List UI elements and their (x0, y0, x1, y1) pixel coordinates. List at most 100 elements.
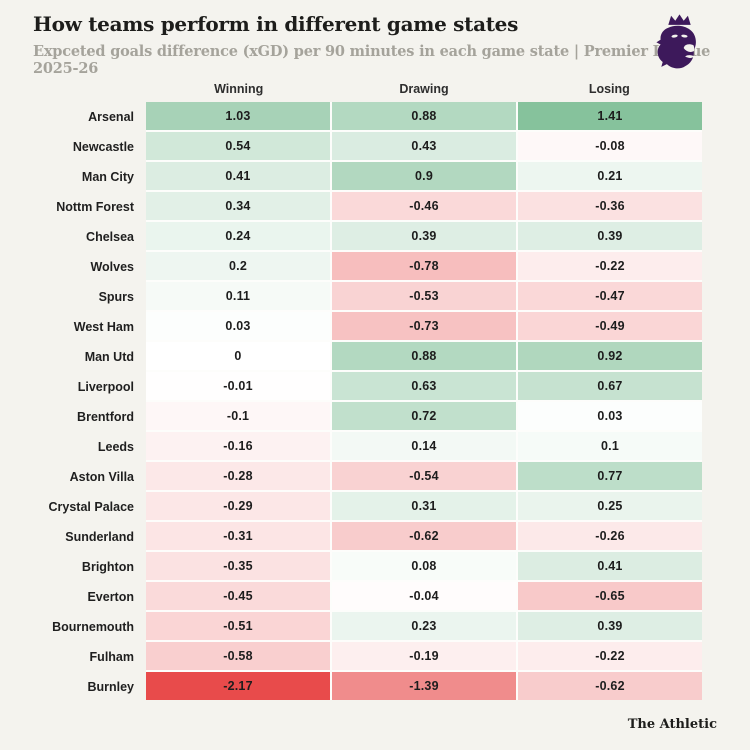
xgd-cell: -0.26 (518, 522, 702, 550)
team-label: Newcastle (72, 140, 134, 154)
column-header-losing: Losing (588, 82, 630, 96)
xgd-cell: 0.41 (518, 552, 702, 580)
column-header-drawing: Drawing (399, 82, 449, 96)
xgd-cell: -0.62 (518, 672, 702, 700)
xgd-cell: -0.28 (146, 462, 330, 490)
team-label: Chelsea (86, 230, 134, 244)
xgd-cell: 0.23 (332, 612, 516, 640)
page-subtitle: Expceted goals difference (xGD) per 90 m… (33, 43, 711, 77)
team-label: Brentford (77, 410, 134, 424)
xgd-cell: 0.88 (332, 342, 516, 370)
xgd-cell: 0.2 (146, 252, 330, 280)
table-row: -0.31 -0.62 -0.26 (146, 522, 702, 550)
xgd-cell: 0.41 (146, 162, 330, 190)
xgd-cell: 0.88 (332, 102, 516, 130)
xgd-cell: 0.24 (146, 222, 330, 250)
xgd-cell: -2.17 (146, 672, 330, 700)
xgd-cell: -0.08 (518, 132, 702, 160)
xgd-cell: 1.03 (146, 102, 330, 130)
team-labels-column: Arsenal Newcastle Man City Nottm Forest Chel… (20, 102, 134, 702)
xgd-cell: 0.08 (332, 552, 516, 580)
brand-attribution: The Athletic (627, 717, 717, 732)
xgd-cell: 0.63 (332, 372, 516, 400)
table-row: 0.24 0.39 0.39 (146, 222, 702, 250)
xgd-cell: 0.43 (332, 132, 516, 160)
xgd-cell: -0.58 (146, 642, 330, 670)
xgd-cell: 0.39 (332, 222, 516, 250)
xgd-cell: -0.49 (518, 312, 702, 340)
table-row: -0.35 0.08 0.41 (146, 552, 702, 580)
team-label: Leeds (97, 440, 134, 454)
team-label: Crystal Palace (48, 500, 134, 514)
xgd-cell: 0.39 (518, 222, 702, 250)
xgd-cell: -0.36 (518, 192, 702, 220)
table-row: -0.28 -0.54 0.77 (146, 462, 702, 490)
team-label: Wolves (90, 260, 134, 274)
table-row: 0 0.88 0.92 (146, 342, 702, 370)
xgd-cell: 0.77 (518, 462, 702, 490)
column-headers: Winning Drawing Losing (146, 82, 702, 96)
table-row: 0.11 -0.53 -0.47 (146, 282, 702, 310)
xgd-cell: 0.25 (518, 492, 702, 520)
xgd-cell: 1.41 (518, 102, 702, 130)
xgd-cell: -0.1 (146, 402, 330, 430)
team-label: Man City (81, 170, 134, 184)
table-row: 0.41 0.9 0.21 (146, 162, 702, 190)
xgd-cell: -0.65 (518, 582, 702, 610)
team-label: Fulham (89, 650, 134, 664)
team-label: Liverpool (77, 380, 134, 394)
xgd-cell: -0.22 (518, 642, 702, 670)
premier-league-lion-icon (656, 14, 696, 69)
xgd-cell: -0.35 (146, 552, 330, 580)
heatmap-grid: 1.03 0.88 1.41 0.54 0.43 -0.08 0.41 0.9 0.21 0.34… (146, 102, 702, 700)
xgd-cell: 0.11 (146, 282, 330, 310)
xgd-cell: -0.62 (332, 522, 516, 550)
team-label: Sunderland (65, 530, 134, 544)
xgd-cell: -1.39 (332, 672, 516, 700)
team-label: Arsenal (88, 110, 134, 124)
team-label: Burnley (87, 680, 134, 694)
table-row: 0.54 0.43 -0.08 (146, 132, 702, 160)
xgd-cell: -0.31 (146, 522, 330, 550)
page-title: How teams perform in different game stat… (33, 12, 519, 36)
table-row: -0.01 0.63 0.67 (146, 372, 702, 400)
xgd-cell: 0.14 (332, 432, 516, 460)
team-label: Man Utd (84, 350, 134, 364)
table-row: 0.2 -0.78 -0.22 (146, 252, 702, 280)
table-row: -0.45 -0.04 -0.65 (146, 582, 702, 610)
xgd-cell: 0.67 (518, 372, 702, 400)
xgd-cell: 0.39 (518, 612, 702, 640)
table-row: -0.29 0.31 0.25 (146, 492, 702, 520)
table-row: 0.34 -0.46 -0.36 (146, 192, 702, 220)
table-row: 1.03 0.88 1.41 (146, 102, 702, 130)
xgd-cell: 0.21 (518, 162, 702, 190)
team-label: Spurs (98, 290, 134, 304)
team-label: Brighton (81, 560, 134, 574)
xgd-cell: 0.92 (518, 342, 702, 370)
xgd-cell: -0.46 (332, 192, 516, 220)
xgd-cell: -0.47 (518, 282, 702, 310)
team-label: Bournemouth (52, 620, 134, 634)
xgd-cell: 0.72 (332, 402, 516, 430)
xgd-cell: -0.19 (332, 642, 516, 670)
xgd-cell: -0.54 (332, 462, 516, 490)
xgd-cell: 0.34 (146, 192, 330, 220)
xgd-cell: -0.04 (332, 582, 516, 610)
xgd-cell: -0.78 (332, 252, 516, 280)
team-label: West Ham (73, 320, 134, 334)
xgd-cell: -0.16 (146, 432, 330, 460)
table-row: -0.58 -0.19 -0.22 (146, 642, 702, 670)
team-label: Nottm Forest (56, 200, 134, 214)
xgd-cell: 0.9 (332, 162, 516, 190)
xgd-cell: -0.51 (146, 612, 330, 640)
table-row: -0.16 0.14 0.1 (146, 432, 702, 460)
table-row: -2.17 -1.39 -0.62 (146, 672, 702, 700)
xgd-cell: 0.54 (146, 132, 330, 160)
xgd-cell: 0.03 (146, 312, 330, 340)
xgd-cell: -0.53 (332, 282, 516, 310)
table-row: 0.03 -0.73 -0.49 (146, 312, 702, 340)
xgd-cell: 0.1 (518, 432, 702, 460)
xgd-cell: -0.45 (146, 582, 330, 610)
xgd-cell: -0.73 (332, 312, 516, 340)
